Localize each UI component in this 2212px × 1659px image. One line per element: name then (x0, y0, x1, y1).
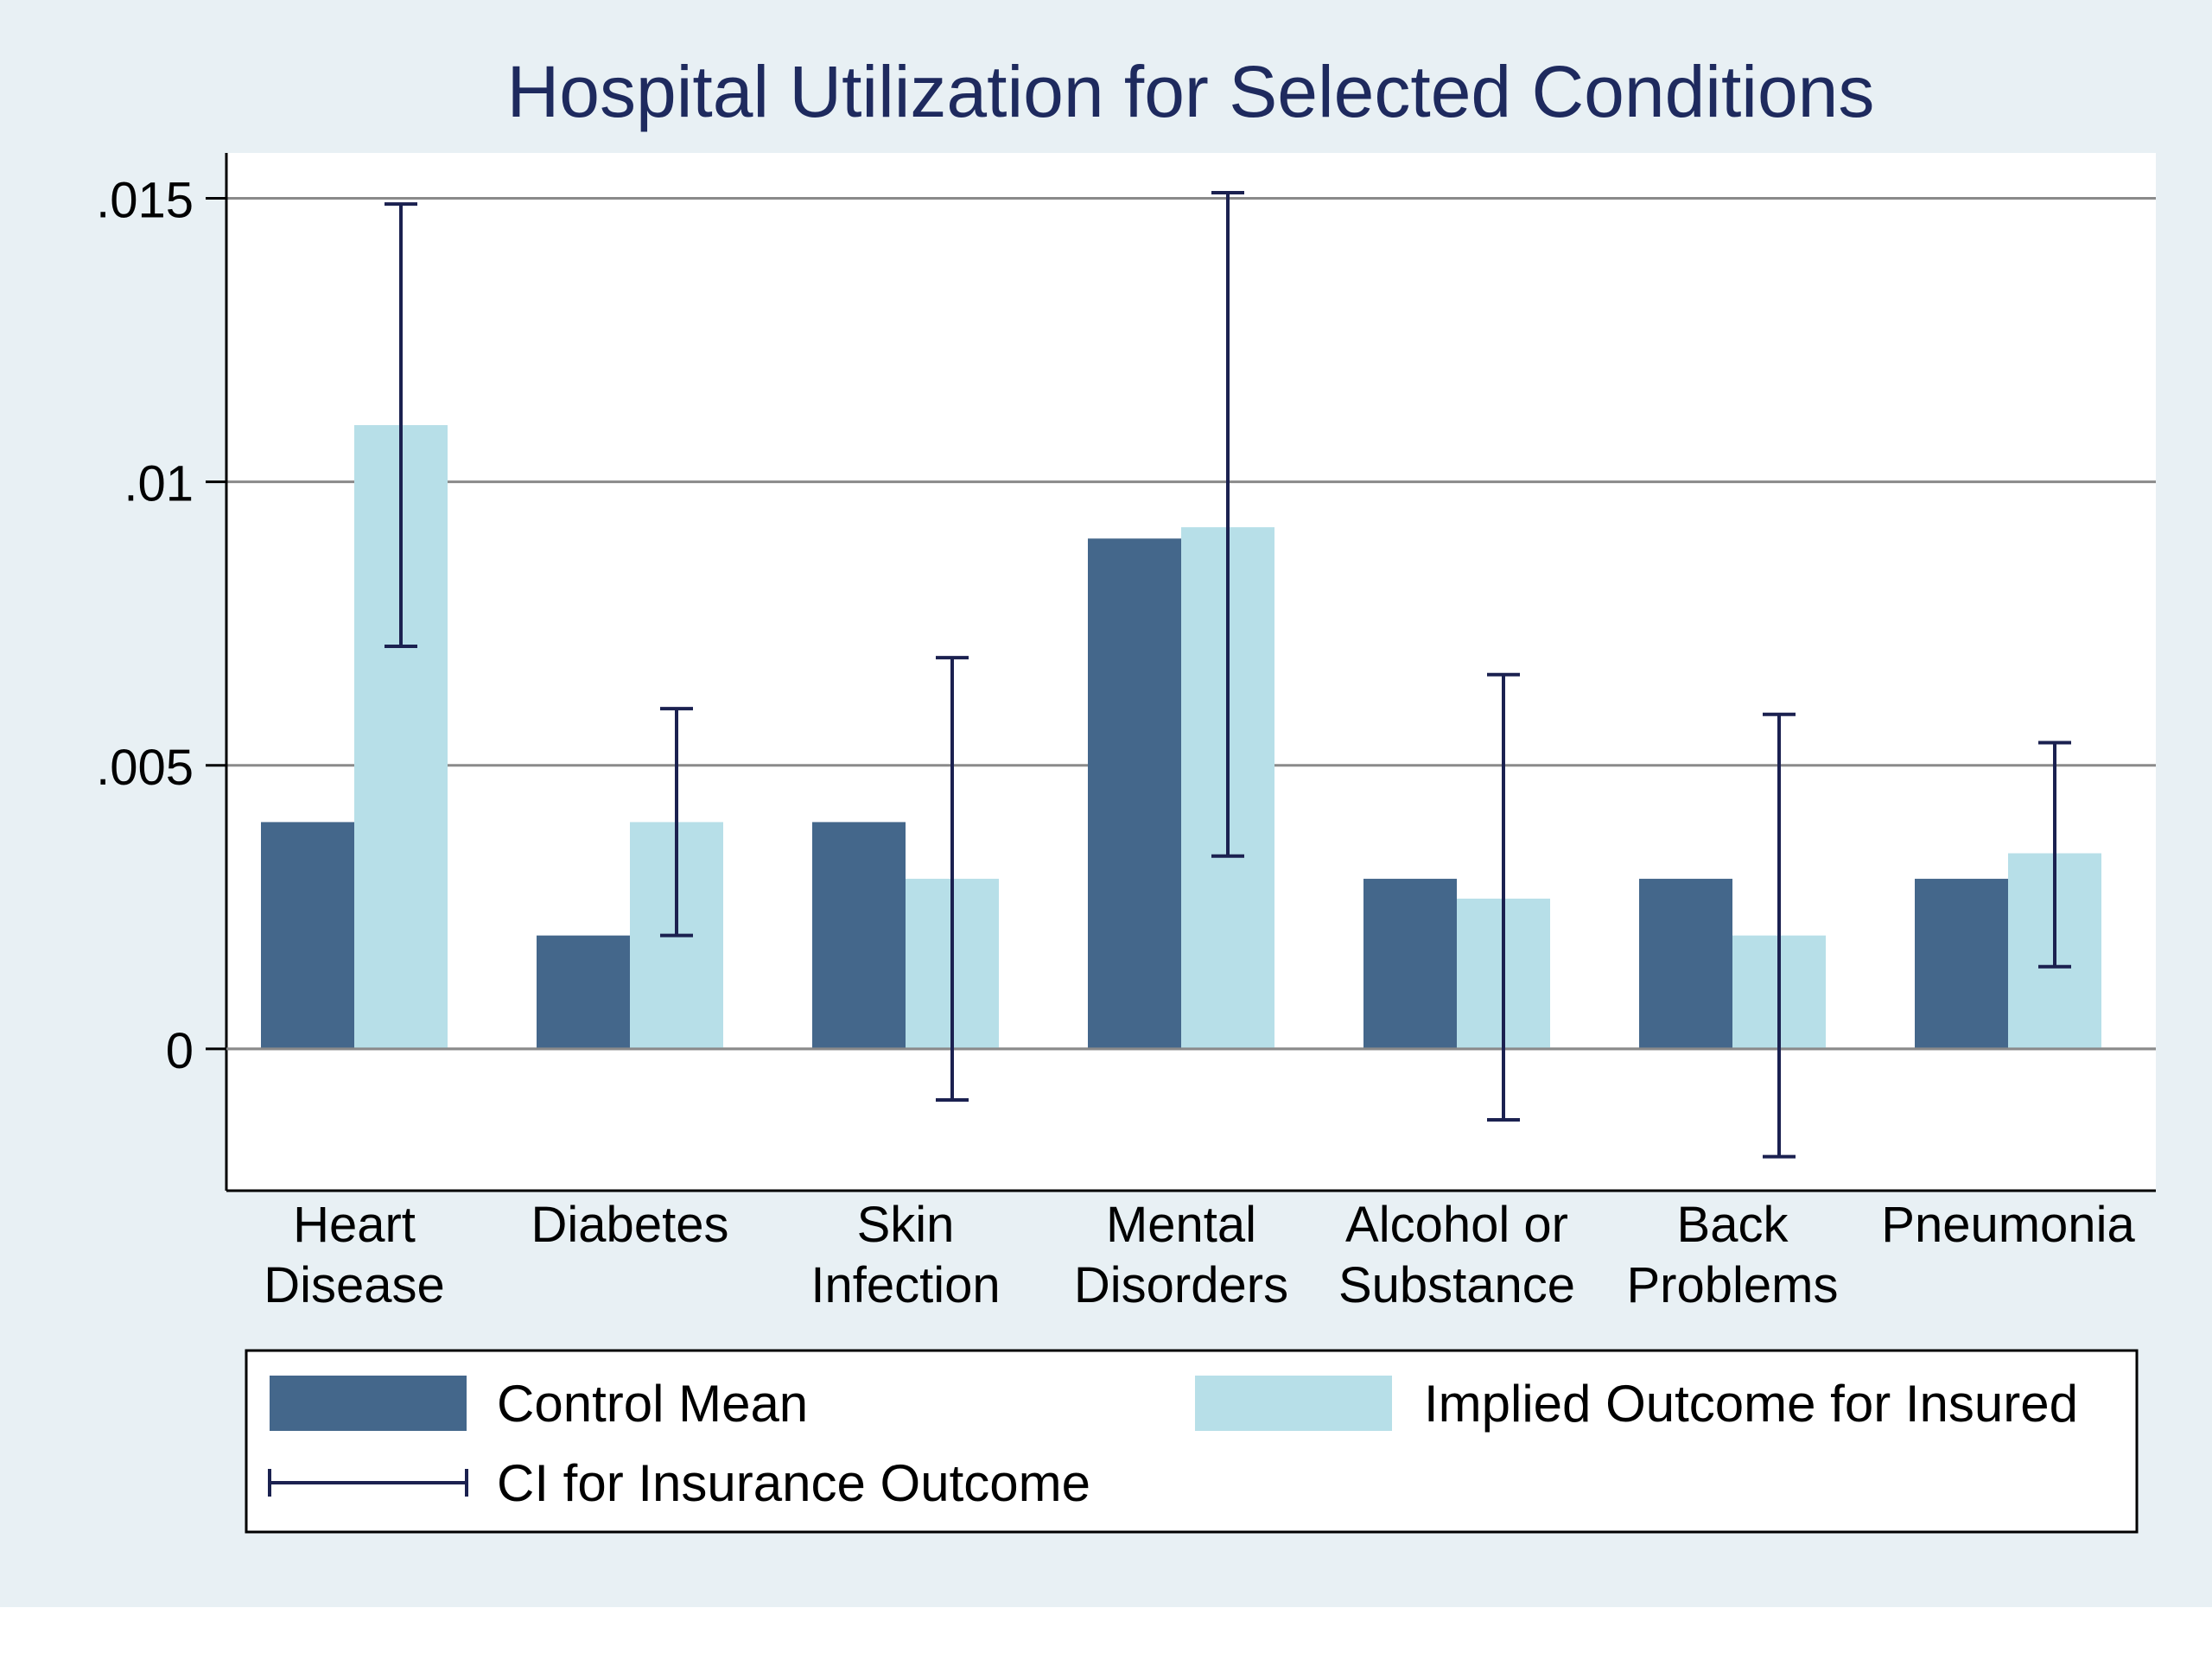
x-tick-label-line: Infection (810, 1257, 1000, 1313)
y-tick-label: .005 (96, 740, 194, 796)
x-tick-label: Mental Disorders (1074, 1197, 1288, 1313)
legend-label-ci: CI for Insurance Outcome (497, 1454, 1090, 1512)
bar-control-mean (1088, 538, 1181, 1049)
bar-control-mean (1915, 879, 2008, 1049)
legend-swatch-control-mean (270, 1376, 467, 1431)
bar-control-mean (1639, 879, 1732, 1049)
x-tick-label-line: Back (1677, 1197, 1789, 1253)
chart: Hospital Utilization for Selected Condit… (96, 51, 2156, 1534)
error-bar (1211, 190, 1244, 858)
x-tick-label-line: Diabetes (531, 1197, 729, 1253)
y-tick-label: 0 (166, 1023, 194, 1079)
x-tick-label: Heart Disease (264, 1197, 445, 1313)
error-bar (660, 707, 693, 938)
x-tick-label: Back Problems (1627, 1197, 1839, 1313)
x-tick-label-line: Heart (293, 1197, 416, 1253)
x-tick-label-line: Substance (1338, 1257, 1575, 1313)
x-tick-label-line: Alcohol or (1345, 1197, 1568, 1253)
x-tick-label-line: Disorders (1074, 1257, 1288, 1313)
error-bar (385, 202, 417, 648)
legend-label-implied-outcome: Implied Outcome for Insured (1424, 1375, 2078, 1433)
legend-label-control-mean: Control Mean (497, 1375, 808, 1433)
x-tick-label-line: Disease (264, 1257, 445, 1313)
x-tick-label: Pneumonia (1881, 1197, 2135, 1253)
y-tick-label: .015 (96, 173, 194, 229)
legend-swatch-ci (268, 1469, 468, 1497)
x-tick-label: Diabetes (531, 1197, 729, 1253)
error-bar (2038, 741, 2071, 969)
x-tick-label-line: Pneumonia (1881, 1197, 2135, 1253)
x-tick-label: Alcohol or Substance (1338, 1197, 1575, 1313)
legend-swatch-implied-outcome (1195, 1376, 1392, 1431)
bar-control-mean (261, 822, 354, 1049)
bar-control-mean (1363, 879, 1457, 1049)
chart-title: Hospital Utilization for Selected Condit… (507, 51, 1875, 132)
x-tick-label-line: Mental (1106, 1197, 1256, 1253)
x-tick-label-line: Skin (857, 1197, 955, 1253)
chart-background: Hospital Utilization for Selected Condit… (0, 0, 2212, 1607)
x-tick-label: Skin Infection (810, 1197, 1000, 1313)
bar-control-mean (812, 822, 906, 1049)
error-bar (1487, 672, 1520, 1122)
legend-box (245, 1349, 2139, 1534)
x-tick-label-line: Problems (1627, 1257, 1839, 1313)
error-bar (936, 656, 969, 1102)
bar-control-mean (537, 935, 630, 1049)
error-bar (1763, 712, 1796, 1159)
y-tick-label: .01 (124, 456, 194, 512)
